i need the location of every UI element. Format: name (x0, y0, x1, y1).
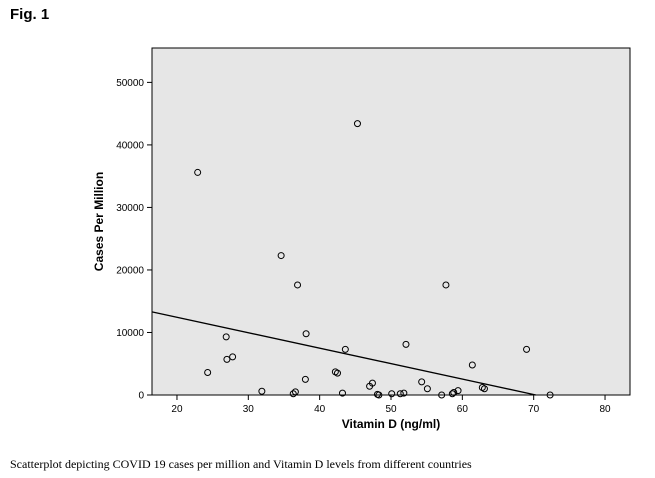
data-point (301, 375, 309, 383)
data-point (223, 355, 231, 363)
y-tick-label: 40000 (116, 140, 144, 151)
regression-line (151, 311, 536, 396)
data-point (480, 385, 488, 393)
data-point (341, 345, 349, 353)
x-tick-label: 50 (385, 404, 397, 415)
data-point (258, 387, 266, 395)
data-point (546, 391, 554, 399)
data-point (400, 389, 408, 397)
y-tick-label: 10000 (116, 328, 144, 339)
x-tick-label: 80 (599, 404, 611, 415)
x-tick-label: 70 (528, 404, 540, 415)
data-point (523, 345, 531, 353)
data-point (294, 281, 302, 289)
data-point (368, 379, 376, 387)
y-tick-label: 0 (138, 391, 144, 402)
data-point (291, 388, 299, 396)
figure-caption: Scatterplot depicting COVID 19 cases per… (10, 457, 472, 471)
x-tick-label: 30 (243, 404, 255, 415)
x-tick-label: 40 (314, 404, 326, 415)
data-point (423, 385, 431, 393)
data-point (302, 330, 310, 338)
data-point (450, 388, 458, 396)
data-point (454, 387, 462, 395)
x-tick-label: 60 (457, 404, 469, 415)
data-point (229, 353, 237, 361)
data-point (402, 340, 410, 348)
x-tick-label: 20 (171, 404, 183, 415)
data-point (442, 281, 450, 289)
data-point (333, 369, 341, 377)
y-tick-label: 20000 (116, 265, 144, 276)
data-point (338, 389, 346, 397)
data-point (418, 378, 426, 386)
figure-label: Fig. 1 (10, 6, 50, 23)
data-point (438, 391, 446, 399)
data-point (353, 120, 361, 128)
data-point (277, 252, 285, 260)
x-axis-title: Vitamin D (ng/ml) (342, 417, 440, 431)
data-point (289, 390, 297, 398)
data-point (194, 168, 202, 176)
y-tick-label: 50000 (116, 78, 144, 89)
data-point (204, 368, 212, 376)
plot-area (151, 47, 631, 396)
data-point (388, 390, 396, 398)
data-point (448, 390, 456, 398)
data-point (468, 361, 476, 369)
data-point (375, 391, 383, 399)
data-point (396, 390, 404, 398)
data-point (222, 333, 230, 341)
scatter-chart: 20 30 40 50 60 70 80 0 10000 20000 30000 40000 5000… (92, 47, 631, 431)
y-axis-title: Cases Per Million (92, 172, 106, 271)
y-tick-label: 30000 (116, 203, 144, 214)
